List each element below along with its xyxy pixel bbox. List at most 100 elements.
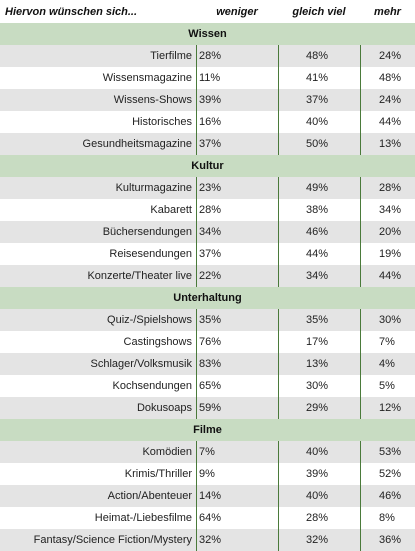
row-label: Castingshows [123, 336, 192, 348]
table-row: Reisesendungen 37% 44% 19% [0, 243, 415, 265]
value-weniger: 39% [196, 89, 278, 111]
section-title: Kultur [191, 160, 224, 172]
section-header: Filme [0, 419, 415, 441]
value-weniger: 32% [196, 529, 278, 551]
value-gleich-viel: 41% [278, 67, 360, 89]
row-label: Tierfilme [150, 50, 192, 62]
header-row-label: Hiervon wünschen sich... [5, 5, 138, 18]
value-gleich-viel: 37% [278, 89, 360, 111]
section-header: Kultur [0, 155, 415, 177]
value-gleich-viel: 30% [278, 375, 360, 397]
table-row: Tierfilme 28% 48% 24% [0, 45, 415, 67]
value-gleich-viel: 17% [278, 331, 360, 353]
value-gleich-viel: 40% [278, 485, 360, 507]
value-mehr: 24% [360, 89, 415, 111]
row-label: Kabarett [150, 204, 192, 216]
value-weniger: 37% [196, 133, 278, 155]
value-weniger: 11% [196, 67, 278, 89]
value-gleich-viel: 34% [278, 265, 360, 287]
value-weniger: 28% [196, 45, 278, 67]
row-label: Historisches [132, 116, 192, 128]
row-label: Reisesendungen [109, 248, 192, 260]
value-weniger: 9% [196, 463, 278, 485]
value-weniger: 37% [196, 243, 278, 265]
row-label: Schlager/Volksmusik [90, 358, 193, 370]
value-gleich-viel: 35% [278, 309, 360, 331]
table-row: Schlager/Volksmusik 83% 13% 4% [0, 353, 415, 375]
section-header: Wissen [0, 23, 415, 45]
value-gleich-viel: 50% [278, 133, 360, 155]
row-label: Krimis/Thriller [124, 468, 192, 480]
value-weniger: 23% [196, 177, 278, 199]
value-mehr: 52% [360, 463, 415, 485]
value-gleich-viel: 13% [278, 353, 360, 375]
value-weniger: 22% [196, 265, 278, 287]
value-weniger: 64% [196, 507, 278, 529]
value-gleich-viel: 44% [278, 243, 360, 265]
value-mehr: 48% [360, 67, 415, 89]
value-mehr: 12% [360, 397, 415, 419]
table-row: Wissensmagazine 11% 41% 48% [0, 67, 415, 89]
header-mehr: mehr [374, 5, 401, 18]
table-row: Wissens-Shows 39% 37% 24% [0, 89, 415, 111]
value-gleich-viel: 32% [278, 529, 360, 551]
value-weniger: 34% [196, 221, 278, 243]
table-row: Dokusoaps 59% 29% 12% [0, 397, 415, 419]
row-label: Komödien [142, 446, 192, 458]
table-row: Heimat-/Liebesfilme 64% 28% 8% [0, 507, 415, 529]
value-gleich-viel: 29% [278, 397, 360, 419]
table-row: Kulturmagazine 23% 49% 28% [0, 177, 415, 199]
row-label: Konzerte/Theater live [87, 270, 192, 282]
header-gleich-viel: gleich viel [292, 5, 346, 18]
value-mehr: 19% [360, 243, 415, 265]
row-label: Action/Abenteuer [107, 490, 192, 502]
value-weniger: 35% [196, 309, 278, 331]
value-gleich-viel: 38% [278, 199, 360, 221]
value-gleich-viel: 48% [278, 45, 360, 67]
value-weniger: 83% [196, 353, 278, 375]
table-row: Krimis/Thriller 9% 39% 52% [0, 463, 415, 485]
table-row: Kochsendungen 65% 30% 5% [0, 375, 415, 397]
row-label: Wissensmagazine [102, 72, 192, 84]
table-row: Action/Abenteuer 14% 40% 46% [0, 485, 415, 507]
value-mehr: 4% [360, 353, 415, 375]
row-label: Kulturmagazine [115, 182, 192, 194]
value-mehr: 36% [360, 529, 415, 551]
value-weniger: 16% [196, 111, 278, 133]
table-row: Castingshows 76% 17% 7% [0, 331, 415, 353]
value-gleich-viel: 46% [278, 221, 360, 243]
table-row: Konzerte/Theater live 22% 34% 44% [0, 265, 415, 287]
value-weniger: 14% [196, 485, 278, 507]
value-mehr: 46% [360, 485, 415, 507]
value-gleich-viel: 28% [278, 507, 360, 529]
value-mehr: 8% [360, 507, 415, 529]
value-gleich-viel: 40% [278, 441, 360, 463]
section-title: Filme [193, 424, 222, 436]
value-gleich-viel: 40% [278, 111, 360, 133]
value-mehr: 30% [360, 309, 415, 331]
table-row: Quiz-/Spielshows 35% 35% 30% [0, 309, 415, 331]
section-header: Unterhaltung [0, 287, 415, 309]
value-gleich-viel: 39% [278, 463, 360, 485]
row-label: Fantasy/Science Fiction/Mystery [33, 534, 192, 546]
header-weniger: weniger [216, 5, 258, 18]
value-weniger: 7% [196, 441, 278, 463]
row-label: Dokusoaps [136, 402, 192, 414]
value-gleich-viel: 49% [278, 177, 360, 199]
table-row: Gesundheitsmagazine 37% 50% 13% [0, 133, 415, 155]
row-label: Quiz-/Spielshows [107, 314, 192, 326]
row-label: Heimat-/Liebesfilme [94, 512, 192, 524]
value-weniger: 28% [196, 199, 278, 221]
row-label: Wissens-Shows [113, 94, 192, 106]
value-mehr: 7% [360, 331, 415, 353]
value-mehr: 44% [360, 111, 415, 133]
value-mehr: 53% [360, 441, 415, 463]
row-label: Gesundheitsmagazine [82, 138, 192, 150]
value-mehr: 44% [360, 265, 415, 287]
table-row: Historisches 16% 40% 44% [0, 111, 415, 133]
value-mehr: 24% [360, 45, 415, 67]
table-row: Komödien 7% 40% 53% [0, 441, 415, 463]
value-mehr: 5% [360, 375, 415, 397]
table-row: Büchersendungen 34% 46% 20% [0, 221, 415, 243]
